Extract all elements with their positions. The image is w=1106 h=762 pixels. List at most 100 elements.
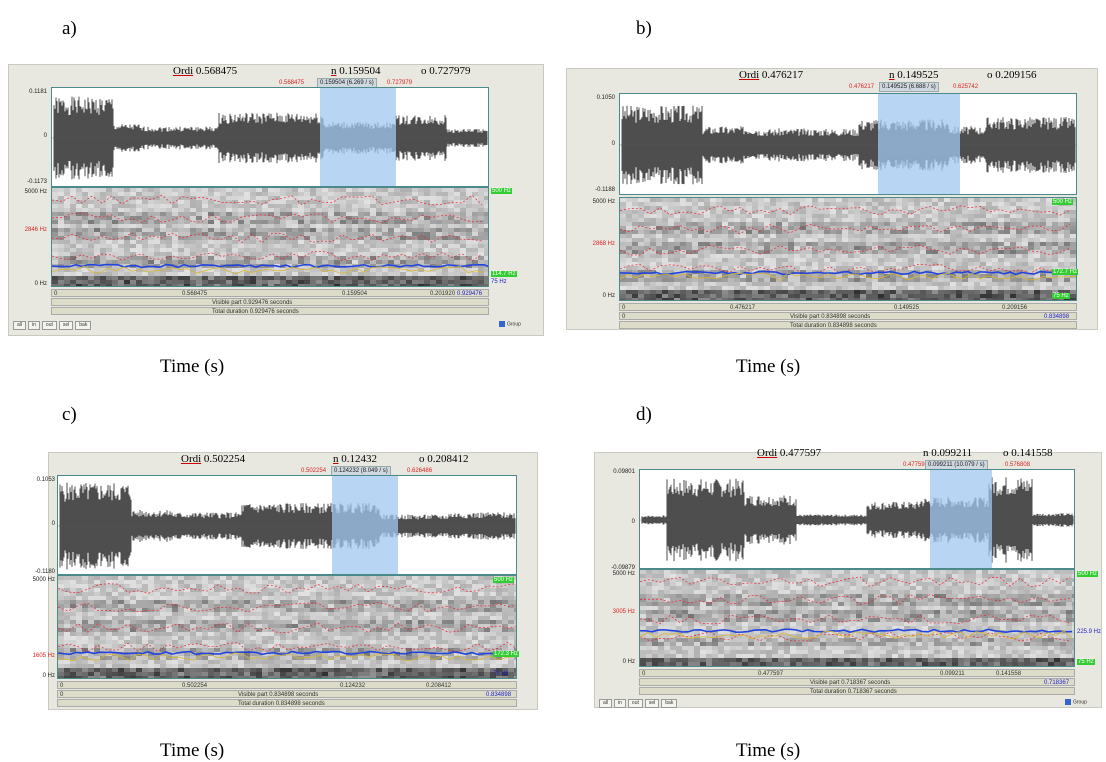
- waveform-pane[interactable]: [639, 469, 1075, 569]
- visible-part-bar[interactable]: 0 Visible part 0.834898 seconds 0.834898: [619, 312, 1077, 320]
- pitch-mid-label: 114.7 Hz: [491, 271, 517, 277]
- zoom-all-button[interactable]: all: [599, 699, 612, 708]
- word-annotation: Ordi 0.477597: [757, 447, 821, 459]
- panel-a-caption: Time (s): [160, 356, 224, 378]
- spectrogram-cells: [640, 570, 1075, 667]
- panel-c-caption: Time (s): [160, 740, 224, 762]
- pitch-top-label: 500 Hz: [1077, 571, 1098, 577]
- time-strip: 0 0.476217 0.149525 0.209156: [619, 303, 1077, 311]
- checkbox-icon: [499, 321, 505, 327]
- mid-annotation: n 0.159504: [331, 65, 381, 77]
- spectrogram-pane[interactable]: [51, 187, 489, 287]
- pitch-bottom-label: 75 Hz: [491, 279, 507, 285]
- visible-part-bar[interactable]: Visible part 0.718367 seconds 0.718367: [639, 678, 1075, 686]
- spec-top-label: 5000 Hz: [9, 189, 47, 195]
- wave-bottom-label: -0.1188: [567, 187, 615, 193]
- zoom-sel-button[interactable]: sel: [645, 699, 659, 708]
- zoom-out-button[interactable]: out: [42, 321, 57, 330]
- zoom-all-button[interactable]: all: [13, 321, 26, 330]
- spec-top-label: 5000 Hz: [595, 571, 635, 577]
- zoom-in-button[interactable]: in: [614, 699, 626, 708]
- selection-bar: 0.477597 0.099211 (10.079 / s) 0.576808: [903, 461, 1103, 469]
- pitch-mid-label: 225.9 Hz: [1077, 629, 1101, 635]
- word-annotation: Ordi 0.476217: [739, 69, 803, 81]
- wave-zero-label: 0: [9, 133, 47, 139]
- pitch-bottom-label: 75 Hz: [1077, 659, 1095, 665]
- visible-part-bar[interactable]: Visible part 0.929476 seconds: [51, 298, 489, 306]
- time-strip: 0 0.502254 0.124232 0.208412: [57, 681, 517, 689]
- pitch-top-label: 500 Hz: [493, 577, 514, 583]
- waveform: [640, 470, 1075, 569]
- zoom-back-button[interactable]: bak: [75, 321, 91, 330]
- pitch-mid-label: 172.3 Hz: [493, 651, 519, 657]
- spectrogram-pane[interactable]: [619, 197, 1077, 301]
- selection-highlight: [320, 88, 396, 186]
- total-duration-bar[interactable]: Total duration 0.929476 seconds: [51, 307, 489, 315]
- wave-zero-label: 0: [595, 519, 635, 525]
- panel-d-letter: d): [636, 404, 652, 426]
- total-duration-bar[interactable]: Total duration 0.834898 seconds: [619, 321, 1077, 329]
- wave-bottom-label: -0.1173: [9, 179, 47, 185]
- spec-mid-label: 1605 Hz: [29, 653, 55, 659]
- mid-annotation: n 0.099211: [923, 447, 972, 459]
- wave-zero-label: 0: [567, 141, 615, 147]
- wave-zero-label: 0: [35, 521, 55, 527]
- spec-top-label: 5000 Hz: [567, 199, 615, 205]
- zoom-in-button[interactable]: in: [28, 321, 40, 330]
- right-annotation: o 0.208412: [419, 453, 469, 465]
- wave-top-label: 0.1050: [567, 95, 615, 101]
- waveform: [620, 94, 1077, 195]
- selection-highlight: [332, 476, 398, 574]
- panel-c-letter: c): [62, 404, 77, 426]
- checkbox-icon: [1065, 699, 1071, 705]
- spectrogram-pane[interactable]: [639, 569, 1075, 667]
- panel-d-caption: Time (s): [736, 740, 800, 762]
- spec-bottom-label: 0 Hz: [567, 293, 615, 299]
- spectrogram: [52, 188, 489, 287]
- selection-bar: 0.476217 0.149525 (6.688 / s) 0.625742: [849, 83, 1049, 91]
- total-duration-bar[interactable]: Total duration 0.834898 seconds: [57, 699, 517, 707]
- visible-part-bar[interactable]: 0 Visible part 0.834898 seconds 0.834898: [57, 690, 517, 698]
- spectrogram: [620, 198, 1077, 301]
- right-annotation: o 0.727979: [421, 65, 471, 77]
- spec-top-label: 5000 Hz: [29, 577, 55, 583]
- spectrogram: [58, 576, 517, 679]
- word-annotation: Ordi 0.568475: [173, 65, 237, 77]
- praat-window-a: Ordi 0.568475 n 0.159504 o 0.727979 0.56…: [8, 64, 544, 336]
- zoom-back-button[interactable]: bak: [661, 699, 677, 708]
- pitch-mid-label: 172.7 Hz: [1052, 269, 1078, 275]
- spectrogram-cells: [620, 198, 1077, 301]
- total-duration-bar[interactable]: Total duration 0.718367 seconds: [639, 687, 1075, 695]
- zoom-sel-button[interactable]: sel: [59, 321, 73, 330]
- pitch-bottom-label: 75 Hz: [493, 671, 509, 677]
- group-checkbox[interactable]: Group: [499, 321, 521, 327]
- wave-top-label: 0.1053: [35, 477, 55, 483]
- selection-bar: 0.502254 0.124232 (8.049 / s) 0.626486: [301, 467, 501, 475]
- selection-bar: 0.568475 0.159504 (6.269 / s) 0.727979: [279, 79, 479, 87]
- panel-b-letter: b): [636, 18, 652, 40]
- wave-top-label: 0.1181: [9, 89, 47, 95]
- group-checkbox[interactable]: Group: [1065, 699, 1087, 705]
- selection-highlight: [930, 470, 992, 568]
- spec-bottom-label: 0 Hz: [9, 281, 47, 287]
- spectrogram-cells: [52, 188, 489, 287]
- spectrogram-pane[interactable]: [57, 575, 517, 679]
- mid-annotation: n 0.12432: [333, 453, 377, 465]
- wave-top-label: 0.09801: [595, 469, 635, 475]
- waveform-pane[interactable]: [57, 475, 517, 575]
- waveform-pane[interactable]: [619, 93, 1077, 195]
- wave-bottom-label: -0.1180: [35, 569, 55, 575]
- waveform: [58, 476, 517, 575]
- waveform-pane[interactable]: [51, 87, 489, 187]
- panel-a-letter: a): [62, 18, 77, 40]
- panel-b-caption: Time (s): [736, 356, 800, 378]
- time-strip: 0 0.477597 0.099211 0.141558: [639, 669, 1075, 677]
- praat-window-c: Ordi 0.502254 n 0.12432 o 0.208412 0.502…: [48, 452, 538, 710]
- pitch-top-label: 500 Hz: [491, 188, 512, 194]
- word-annotation: Ordi 0.502254: [181, 453, 245, 465]
- mid-annotation: n 0.149525: [889, 69, 939, 81]
- zoom-out-button[interactable]: out: [628, 699, 643, 708]
- praat-window-b: Ordi 0.476217 n 0.149525 o 0.209156 0.47…: [566, 68, 1098, 330]
